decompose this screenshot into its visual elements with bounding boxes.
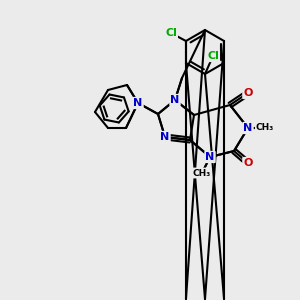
Text: CH₃: CH₃ [193,169,211,178]
Text: N: N [243,123,253,133]
Text: Cl: Cl [165,28,177,38]
Text: N: N [134,98,142,108]
Text: N: N [170,95,180,105]
Text: CH₃: CH₃ [256,124,274,133]
Text: N: N [160,132,169,142]
Text: O: O [243,88,253,98]
Text: Cl: Cl [207,51,219,61]
Text: O: O [243,158,253,168]
Text: N: N [206,152,214,162]
